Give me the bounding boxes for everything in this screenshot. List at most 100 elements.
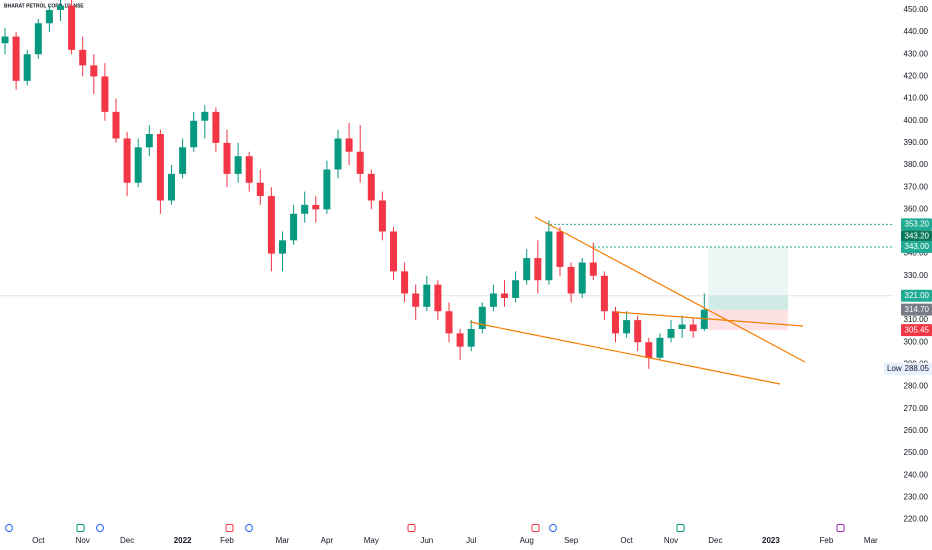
- price-label-box: [901, 240, 932, 253]
- candle-body: [234, 156, 242, 174]
- zone: [708, 309, 788, 331]
- candle-body: [245, 156, 253, 183]
- event-icon: [5, 524, 13, 532]
- y-tick-label: 240.00: [904, 470, 929, 479]
- x-tick-label: Oct: [32, 536, 45, 545]
- candle-body: [90, 65, 98, 77]
- y-tick-label: 250.00: [904, 448, 929, 457]
- y-tick-label: 360.00: [904, 204, 929, 213]
- candle-body: [545, 231, 553, 281]
- candle-body: [156, 134, 164, 201]
- candle-body: [445, 311, 453, 334]
- candle-body: [656, 337, 664, 358]
- candle-body: [134, 147, 142, 183]
- x-tick-label: Feb: [820, 536, 834, 545]
- candle-body: [323, 169, 331, 210]
- x-tick-label: Dec: [708, 536, 722, 545]
- event-icon: [531, 524, 540, 532]
- price-label-box: [901, 303, 932, 316]
- candle-body: [623, 320, 631, 334]
- candle-body: [12, 36, 20, 81]
- price-label: 343.20: [905, 232, 930, 241]
- x-tick-label: Dec: [120, 536, 134, 545]
- event-icon: [96, 524, 104, 532]
- x-tick-label: Apr: [321, 536, 334, 545]
- event-icon: [836, 524, 845, 532]
- candle-body: [501, 293, 508, 298]
- candle-body: [179, 147, 187, 174]
- event-icon: [225, 524, 234, 532]
- candle-body: [612, 311, 619, 334]
- candle-body: [68, 5, 76, 50]
- event-icon: [245, 524, 253, 532]
- drawings-under: [0, 223, 893, 331]
- candle-body: [57, 5, 64, 10]
- x-tick-label: Feb: [220, 536, 234, 545]
- candle-body: [634, 320, 642, 343]
- candle-body: [145, 134, 153, 148]
- x-tick-label: Sep: [564, 536, 579, 545]
- candle-body: [290, 213, 298, 241]
- x-tick-label: May: [364, 536, 379, 545]
- candle-body: [700, 309, 708, 329]
- event-icon: [549, 524, 557, 532]
- y-tick-label: 330.00: [904, 271, 929, 280]
- price-label: 305.45: [905, 325, 930, 334]
- x-tick-label: Oct: [620, 536, 633, 545]
- x-tick-label: Mar: [864, 536, 878, 545]
- candle-body: [279, 240, 286, 254]
- candle-body: [168, 173, 175, 201]
- y-tick-label: 440.00: [904, 27, 929, 36]
- candle-body: [367, 173, 375, 201]
- candle-body: [667, 328, 675, 338]
- candle-body: [79, 49, 87, 66]
- candle-body: [301, 204, 309, 214]
- candle-body: [523, 258, 531, 281]
- candle-body: [223, 142, 231, 174]
- price-axis: 450.00 440.00 430.00 420.00 410.00 400.00 390.…: [884, 5, 932, 524]
- candle-body: [267, 196, 275, 254]
- candle-body: [456, 333, 464, 347]
- y-tick-label: 450.00: [904, 5, 929, 14]
- chart-title: BHARAT PETROL CORP, 1D, NSE: [4, 3, 84, 9]
- price-label-box: [901, 289, 932, 302]
- price-label: 343.00: [905, 242, 930, 251]
- candle-body: [112, 111, 120, 139]
- price-label: 353.20: [905, 220, 930, 229]
- low-label-value: 288.05: [905, 364, 930, 373]
- trend-line: [469, 321, 781, 385]
- candle-body: [645, 342, 653, 358]
- candle-body: [212, 111, 220, 143]
- x-tick-label: Nov: [664, 536, 678, 545]
- y-tick-label: 340.00: [904, 249, 929, 258]
- x-tick-label: Nov: [76, 536, 90, 545]
- y-tick-label: 370.00: [904, 182, 929, 191]
- y-tick-label: 390.00: [904, 138, 929, 147]
- candle-body: [534, 258, 542, 281]
- y-tick-label: 260.00: [904, 426, 929, 435]
- candle-body: [412, 293, 420, 307]
- event-icon: [76, 524, 85, 532]
- trend-line: [614, 311, 804, 327]
- y-tick-label: 300.00: [904, 337, 929, 346]
- candle-body: [567, 266, 575, 294]
- x-tick-label: Jul: [466, 536, 476, 545]
- candle-body: [356, 151, 364, 174]
- candle-body: [390, 231, 397, 272]
- candle-body: [101, 76, 109, 112]
- candle-body: [600, 275, 608, 312]
- candle-body: [312, 204, 320, 210]
- candle-body: [34, 23, 42, 55]
- x-tick-label: 2023: [762, 536, 780, 545]
- candle-body: [1, 36, 9, 44]
- candle-body: [45, 9, 53, 24]
- y-tick-label: 380.00: [904, 160, 929, 169]
- candle-body: [345, 138, 353, 152]
- price-label: 321.00: [905, 291, 930, 300]
- y-tick-label: 310.00: [904, 315, 929, 324]
- candle-body: [556, 231, 564, 267]
- low-label-box: [884, 362, 932, 375]
- candle-body: [123, 138, 131, 183]
- candle-body: [23, 54, 31, 81]
- y-tick-label: 420.00: [904, 72, 929, 81]
